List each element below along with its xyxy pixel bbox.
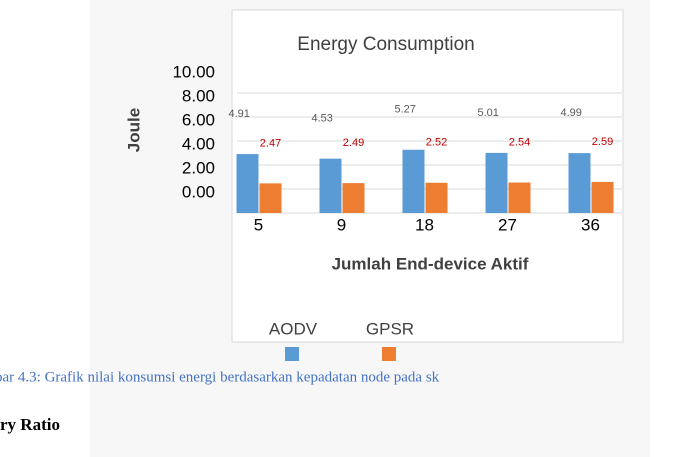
legend-label: AODV <box>269 319 318 338</box>
chart-title: Energy Consumption <box>297 34 474 55</box>
bar <box>425 182 448 213</box>
x-tick-label: 5 <box>254 215 263 234</box>
y-tick-label: 4.00 <box>182 134 215 153</box>
data-label: 2.59 <box>592 136 613 148</box>
legend-swatch <box>285 347 299 361</box>
y-tick-label: 0.00 <box>182 182 215 201</box>
bar <box>319 158 342 213</box>
y-tick-label: 10.00 <box>172 62 215 81</box>
bar <box>342 183 365 213</box>
caption: bar 4.3: Grafik nilai konsumsi energi be… <box>0 369 440 385</box>
y-tick-label: 8.00 <box>182 86 215 105</box>
data-label: 5.27 <box>395 104 416 116</box>
x-tick-label: 18 <box>415 215 434 234</box>
chart-area <box>231 9 624 343</box>
legend-swatch <box>382 347 396 361</box>
y-tick-label: 6.00 <box>182 110 215 129</box>
bar <box>259 183 282 213</box>
x-tick-label: 27 <box>498 215 517 234</box>
data-label: 2.47 <box>260 137 281 149</box>
y-tick-label: 2.00 <box>182 158 215 177</box>
bar <box>568 153 591 213</box>
section-heading: ry Ratio <box>0 415 60 434</box>
data-label: 2.52 <box>426 137 447 149</box>
data-label: 2.54 <box>509 136 530 148</box>
legend-label: GPSR <box>366 319 414 338</box>
bar <box>236 154 259 213</box>
bar <box>485 152 508 213</box>
data-label: 4.91 <box>229 108 250 120</box>
x-axis-label: Jumlah End-device Aktif <box>332 254 529 273</box>
x-tick-label: 36 <box>581 215 600 234</box>
data-label: 2.49 <box>343 137 364 149</box>
bar <box>591 181 614 213</box>
data-label: 5.01 <box>478 107 499 119</box>
y-axis-label: Joule <box>124 108 143 152</box>
bar <box>508 182 531 213</box>
data-label: 4.53 <box>312 113 333 125</box>
bar <box>402 149 425 213</box>
data-label: 4.99 <box>561 107 582 119</box>
x-tick-label: 9 <box>337 215 346 234</box>
